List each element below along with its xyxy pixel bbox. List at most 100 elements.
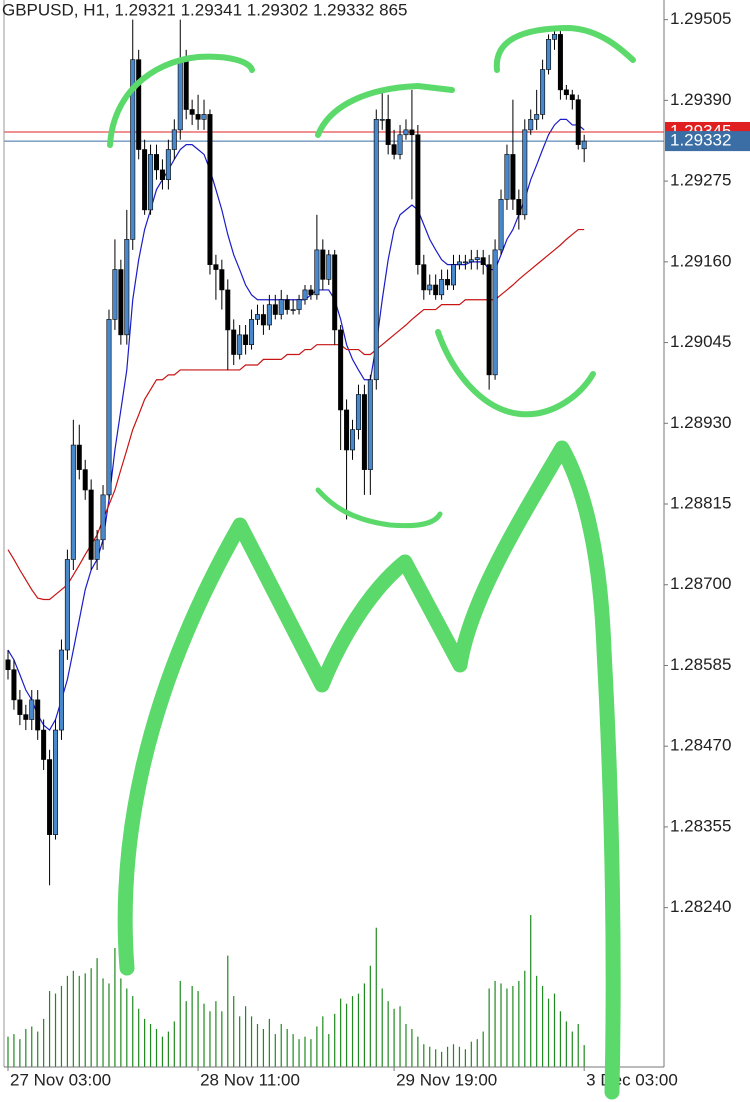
candle-body — [64, 559, 70, 651]
candle-body — [82, 469, 88, 491]
volume-bar — [144, 1018, 146, 1067]
candle-body — [350, 429, 356, 451]
volume-bar — [583, 1045, 585, 1067]
candle-body — [207, 114, 213, 265]
candle-body — [260, 314, 266, 326]
y-tick-label: 1.28815 — [670, 494, 731, 513]
volume-bar — [547, 998, 550, 1067]
chart-title: GBPUSD, H1, 1.29321 1.29341 1.29302 1.29… — [2, 0, 407, 19]
candle-body — [439, 279, 445, 296]
candle-body — [302, 289, 308, 301]
candle-body — [373, 119, 379, 381]
volume-bar — [7, 1036, 9, 1067]
volume-bar — [262, 1029, 265, 1067]
volume-bar — [126, 988, 128, 1067]
volume-bar — [102, 978, 104, 1067]
volume-bar — [482, 1031, 484, 1067]
candle-body — [58, 649, 64, 731]
candle-body — [433, 284, 439, 296]
candle-body — [397, 134, 403, 155]
y-tick-label: 1.29275 — [670, 171, 731, 190]
candle-body — [94, 539, 100, 560]
volume-bar — [37, 1031, 39, 1067]
volume-bar — [542, 985, 544, 1067]
volume-bar — [203, 1003, 205, 1067]
volume-bar — [197, 991, 199, 1067]
volume-bar — [48, 991, 51, 1067]
candle-body — [486, 264, 492, 376]
volume-bar — [304, 1036, 306, 1067]
volume-bar — [328, 1034, 330, 1067]
candle-body — [266, 304, 272, 326]
price-tag — [665, 131, 750, 152]
volume-bar — [233, 996, 235, 1067]
candle-body — [391, 144, 397, 155]
candle-body — [462, 261, 468, 264]
candle-body — [581, 140, 587, 150]
volume-bar — [179, 980, 181, 1067]
candle-body — [225, 289, 231, 331]
candle-body — [76, 444, 82, 470]
candle-body — [551, 34, 557, 40]
volume-bar — [571, 1031, 573, 1067]
volume-bar — [530, 915, 532, 1067]
volume-bar — [114, 947, 116, 1067]
candle-body — [450, 264, 456, 286]
candle-body — [355, 394, 361, 430]
y-tick-label: 1.29160 — [670, 251, 731, 270]
volume-bar — [66, 975, 68, 1067]
volume-bar — [322, 1016, 324, 1067]
candle-body — [112, 269, 118, 320]
candle-body — [361, 394, 367, 470]
volume-bar — [446, 1046, 449, 1067]
candle-body — [130, 59, 136, 240]
volume-bar — [405, 1023, 407, 1067]
candle-body — [23, 714, 29, 720]
candle-body — [100, 494, 106, 541]
volume-bar — [60, 985, 63, 1067]
candle-body — [510, 154, 516, 200]
candle-body — [546, 39, 552, 70]
candle-body — [35, 699, 41, 731]
candle-body — [480, 257, 486, 265]
volume-bar — [227, 955, 229, 1067]
volume-bar — [553, 993, 556, 1067]
volume-bar — [565, 1021, 567, 1067]
volume-bar — [512, 985, 514, 1067]
volume-bar — [334, 1013, 336, 1067]
volume-bar — [215, 1001, 217, 1067]
volume-bar — [351, 996, 354, 1067]
candle-body — [118, 269, 124, 336]
candle-body — [540, 69, 546, 115]
candle-body — [409, 129, 415, 136]
volume-bar — [78, 975, 80, 1067]
candle-body — [195, 114, 201, 120]
volume-bar — [399, 1006, 401, 1067]
axis-layer: 1.29505 1.29390 1.29275 1.29160 1.29045 1.289… — [7, 9, 731, 1089]
candle-body — [379, 119, 385, 121]
volume-bar — [173, 1021, 175, 1067]
hand-arc — [315, 83, 455, 138]
y-tick-label: 1.29045 — [670, 332, 731, 351]
y-tick-label: 1.29505 — [670, 9, 731, 28]
candle-body — [53, 729, 59, 835]
candle-body — [70, 444, 76, 560]
candle-body — [171, 129, 177, 150]
volume-bar — [31, 1026, 33, 1067]
candle-body — [165, 149, 171, 181]
volume-bar — [43, 1018, 45, 1067]
candle-body — [177, 59, 183, 131]
volume-bar — [161, 1036, 164, 1067]
volume-bar — [488, 988, 490, 1067]
volume-bar — [559, 1011, 562, 1067]
volume-bar — [90, 968, 92, 1067]
candle-body — [231, 329, 237, 355]
volume-bar — [476, 1039, 478, 1067]
volume-bar — [357, 993, 360, 1067]
hand-m-shape — [117, 440, 621, 1100]
volume-bar — [274, 1034, 276, 1067]
candle-body — [243, 334, 249, 345]
volume-bar — [494, 980, 496, 1067]
